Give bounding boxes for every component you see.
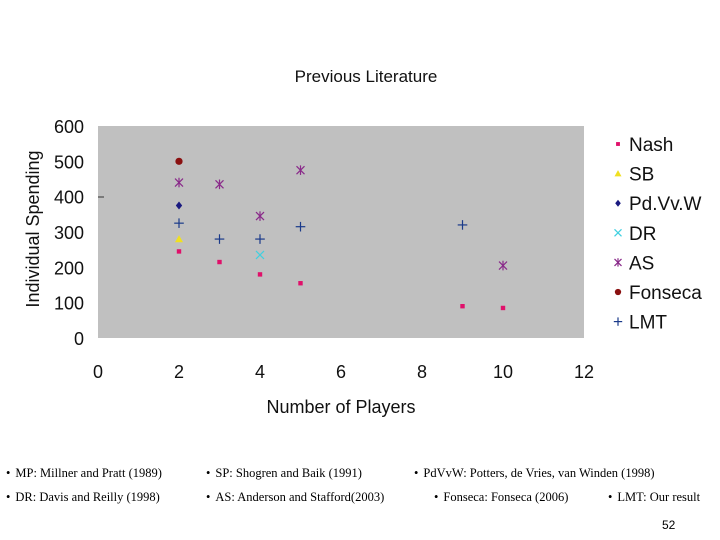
legend-item: SB	[614, 165, 654, 186]
marker-triangle	[175, 235, 183, 243]
y-axis-ticks: 0 100 200 300 400 500 600	[54, 117, 84, 349]
plot-area	[98, 126, 584, 338]
references: MP: Millner and Pratt (1989) SP: Shogren…	[6, 461, 718, 509]
marker-asterisk	[498, 260, 508, 271]
x-tick-label: 8	[417, 362, 427, 382]
legend-label: AS	[629, 253, 654, 274]
y-tick-label: 600	[54, 117, 84, 137]
reference-dr: DR: Davis and Reilly (1998)	[6, 490, 206, 505]
marker-plus	[457, 220, 468, 230]
marker-plus	[174, 218, 184, 228]
legend-label: DR	[629, 224, 656, 245]
y-axis-label: Individual Spending	[23, 150, 43, 307]
x-tick-label: 10	[493, 362, 513, 382]
x-tick-label: 4	[255, 362, 265, 382]
marker-diamond	[615, 199, 621, 207]
legend-label: LMT	[629, 313, 667, 334]
marker-square	[257, 272, 263, 277]
x-axis-label: Number of Players	[266, 397, 415, 417]
legend-item: Pd.Vv.W	[615, 194, 702, 215]
legend-label: Nash	[629, 135, 673, 156]
marker-asterisk	[174, 177, 184, 188]
references-row: DR: Davis and Reilly (1998) AS: Anderson…	[6, 485, 718, 509]
legend-item: Fonseca	[614, 283, 702, 304]
y-tick-label: 300	[54, 223, 84, 243]
y-tick-label: 200	[54, 258, 84, 278]
reference-lmt: LMT: Our result	[608, 490, 700, 505]
marker-square	[176, 249, 182, 254]
reference-fonseca: Fonseca: Fonseca (2006)	[434, 490, 608, 505]
legend-label: Pd.Vv.W	[629, 194, 702, 215]
legend-item: LMT	[613, 313, 667, 334]
marker-plus	[214, 234, 225, 244]
marker-square	[500, 305, 506, 311]
marker-circle	[614, 288, 622, 296]
legend-item: Nash	[616, 135, 673, 156]
x-axis-ticks: 0 2 4 6 8 10 12	[93, 362, 594, 382]
marker-square	[298, 281, 303, 286]
legend: Nash SB Pd.Vv.W DR AS Fonseca LMT	[613, 135, 702, 334]
x-tick-label: 2	[174, 362, 184, 382]
page-number: 52	[662, 518, 676, 532]
legend-item: DR	[614, 224, 656, 245]
data-markers	[174, 157, 508, 311]
marker-asterisk	[255, 211, 265, 221]
marker-square	[616, 142, 620, 146]
reference-mp: MP: Millner and Pratt (1989)	[6, 466, 206, 481]
marker-plus	[613, 317, 623, 326]
x-tick-label: 0	[93, 362, 103, 382]
y-tick-label: 100	[54, 294, 84, 314]
reference-sp: SP: Shogren and Baik (1991)	[206, 466, 414, 481]
y-tick-label: 500	[54, 152, 84, 172]
legend-label: Fonseca	[629, 283, 702, 304]
marker-x	[614, 228, 622, 237]
reference-pdvvw: PdVvW: Potters, de Vries, van Winden (19…	[414, 466, 654, 481]
marker-square	[460, 304, 465, 309]
marker-plus	[255, 234, 265, 244]
marker-square	[217, 259, 222, 265]
references-row: MP: Millner and Pratt (1989) SP: Shogren…	[6, 461, 718, 485]
x-tick-label: 6	[336, 362, 346, 382]
marker-diamond	[175, 201, 183, 210]
marker-triangle	[614, 170, 622, 177]
marker-plus	[295, 221, 306, 232]
legend-label: SB	[629, 165, 654, 186]
marker-circle	[175, 157, 183, 165]
marker-asterisk	[614, 258, 622, 267]
marker-x	[255, 250, 265, 260]
legend-item: AS	[614, 253, 654, 274]
reference-as: AS: Anderson and Stafford(2003)	[206, 490, 434, 505]
x-tick-label: 12	[574, 362, 594, 382]
y-tick-label: 400	[54, 188, 84, 208]
marker-asterisk	[296, 165, 305, 175]
scatter-chart: Previous Literature 0100200300400500600 …	[23, 67, 702, 417]
marker-asterisk	[215, 179, 224, 190]
chart-title: Previous Literature	[295, 67, 438, 86]
y-tick-label: 0	[74, 329, 84, 349]
